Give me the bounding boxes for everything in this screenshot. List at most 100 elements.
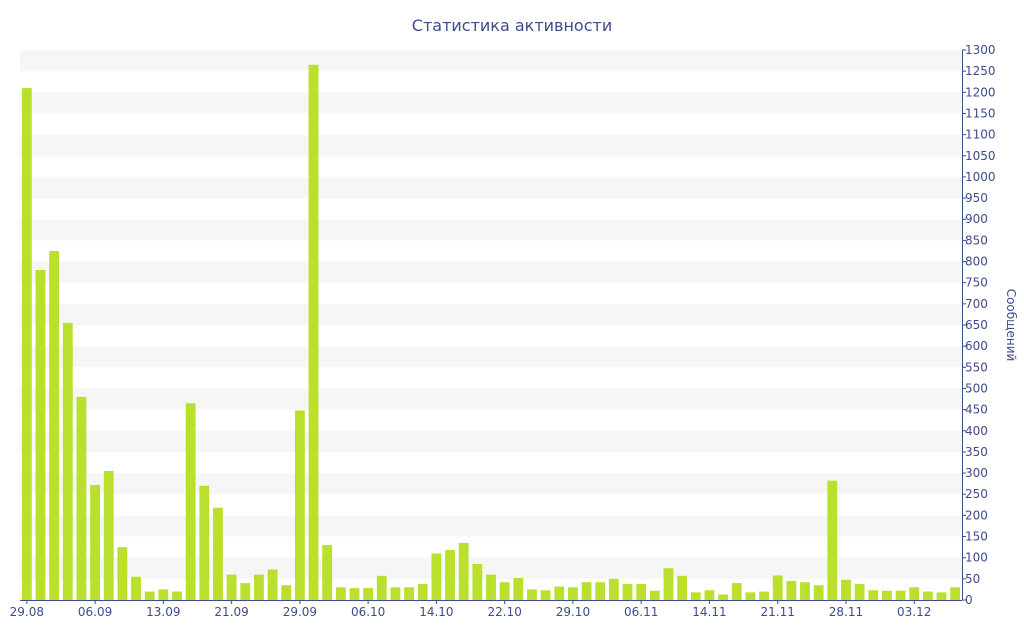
grid-band [20, 176, 962, 199]
x-tick-label: 29.10 [556, 605, 590, 619]
bar [759, 591, 769, 600]
y-tick-label: 500 [965, 381, 988, 395]
bar [445, 550, 455, 600]
bar [636, 583, 647, 600]
bar [554, 586, 565, 600]
bar [472, 564, 483, 600]
axes-group: 0 50 100 150 200 250 300 350 400 450 500 550 600 650 7… [10, 43, 996, 619]
bar [745, 592, 756, 600]
bar [909, 587, 920, 600]
bar [349, 588, 360, 600]
bar [363, 588, 374, 600]
bar [936, 592, 947, 600]
grid-band [20, 346, 962, 368]
y-tick-label: 50 [965, 572, 980, 586]
y-tick-label: 200 [965, 508, 988, 522]
grid-bands [20, 50, 962, 579]
bar [595, 582, 606, 600]
y-tick-label: 1150 [965, 106, 996, 120]
bar [731, 583, 742, 600]
y-tick-label: 750 [965, 276, 988, 290]
bar [254, 574, 264, 600]
grid-band [20, 557, 962, 579]
bar [144, 591, 155, 600]
x-tick-label: 06.11 [624, 605, 658, 619]
grid-band [20, 515, 962, 537]
bar [308, 64, 319, 600]
y-tick-label: 300 [965, 466, 988, 480]
bar [513, 578, 524, 600]
bar [622, 583, 633, 600]
y-tick-label: 150 [965, 530, 988, 544]
x-tick-label: 21.09 [214, 605, 248, 619]
y-tick-label: 850 [965, 233, 988, 247]
y-tick-label: 900 [965, 212, 988, 226]
bar [404, 587, 414, 600]
grid-band [20, 219, 962, 241]
x-tick-label: 13.09 [146, 605, 180, 619]
bar [813, 585, 824, 600]
y-tick-label: 450 [965, 403, 988, 417]
bar [841, 579, 851, 600]
grid-band [20, 92, 962, 114]
bar [172, 591, 182, 600]
bar [772, 575, 783, 600]
bar [226, 574, 237, 600]
y-tick-label: 1000 [965, 170, 996, 184]
x-tick-label: 06.10 [351, 605, 385, 619]
bar [199, 485, 210, 600]
bar [581, 582, 592, 600]
bar [499, 582, 510, 600]
bar [281, 585, 292, 600]
y-tick-label: 1300 [965, 43, 996, 57]
y-tick-label: 1250 [965, 64, 996, 78]
x-tick-label: 29.08 [10, 605, 44, 619]
bar [294, 410, 305, 600]
x-tick-label: 14.11 [692, 605, 726, 619]
bar [131, 576, 141, 600]
bar [458, 542, 469, 600]
y-tick-label: 0 [965, 593, 973, 607]
bar [704, 590, 715, 600]
grid-band [20, 473, 962, 495]
x-tick-label: 28.11 [829, 605, 863, 619]
grid-band [20, 303, 962, 325]
chart-title: Статистика активности [412, 16, 612, 35]
bar [35, 270, 46, 600]
bar [663, 568, 674, 600]
bar [649, 590, 660, 600]
x-tick-label: 29.09 [283, 605, 317, 619]
bars-group [21, 64, 961, 600]
bar [950, 587, 961, 600]
bar [185, 403, 196, 600]
bar [608, 578, 619, 600]
bar [677, 575, 688, 600]
bar [417, 583, 428, 600]
bar [854, 583, 865, 600]
x-tick-label: 21.11 [761, 605, 795, 619]
grid-band [20, 50, 962, 72]
bar [431, 553, 442, 600]
y-axis-label: Сообщений [1004, 289, 1018, 362]
bar [62, 322, 73, 600]
bar [322, 545, 333, 600]
grid-band [20, 430, 962, 452]
bar [882, 590, 892, 600]
bar [718, 594, 728, 600]
bar [827, 480, 838, 600]
bar [76, 396, 87, 600]
bar [390, 587, 401, 600]
bar [568, 587, 578, 600]
y-tick-label: 1100 [965, 128, 996, 142]
bar [540, 590, 551, 600]
y-tick-label: 800 [965, 255, 988, 269]
y-tick-label: 550 [965, 360, 988, 374]
bar [158, 589, 169, 600]
bar [240, 583, 251, 600]
y-tick-label: 1200 [965, 85, 996, 99]
y-tick-label: 400 [965, 424, 988, 438]
y-tick-label: 350 [965, 445, 988, 459]
bar [267, 569, 278, 600]
